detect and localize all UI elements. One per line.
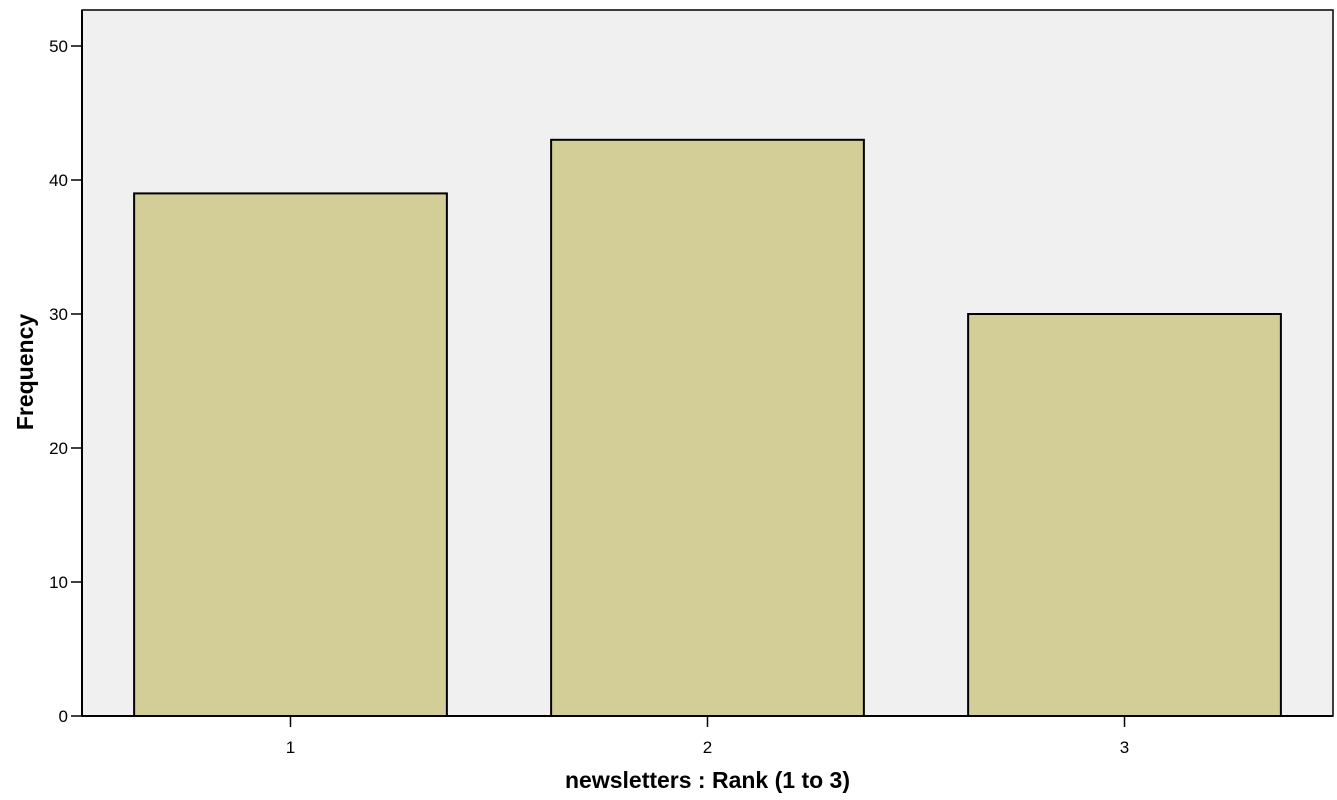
- bars-group: [133, 138, 1282, 718]
- y-tick-label-0: 0: [59, 707, 68, 726]
- y-tick-label-40: 40: [49, 171, 68, 190]
- bar-2: [550, 138, 865, 718]
- bar-1: [133, 192, 448, 717]
- x-tick-label-2: 2: [703, 738, 712, 757]
- y-tick-label-30: 30: [49, 305, 68, 324]
- x-tick-label-1: 1: [286, 738, 295, 757]
- y-tick-label-50: 50: [49, 37, 68, 56]
- x-axis-title: newsletters : Rank (1 to 3): [565, 767, 850, 793]
- bar-3: [967, 313, 1282, 717]
- ticks-group: 0 10 20 30 40 50 1 2 3: [49, 37, 1129, 757]
- y-tick-label-10: 10: [49, 573, 68, 592]
- x-tick-label-3: 3: [1120, 738, 1129, 757]
- y-tick-label-20: 20: [49, 439, 68, 458]
- y-axis-title: Frequency: [12, 314, 38, 431]
